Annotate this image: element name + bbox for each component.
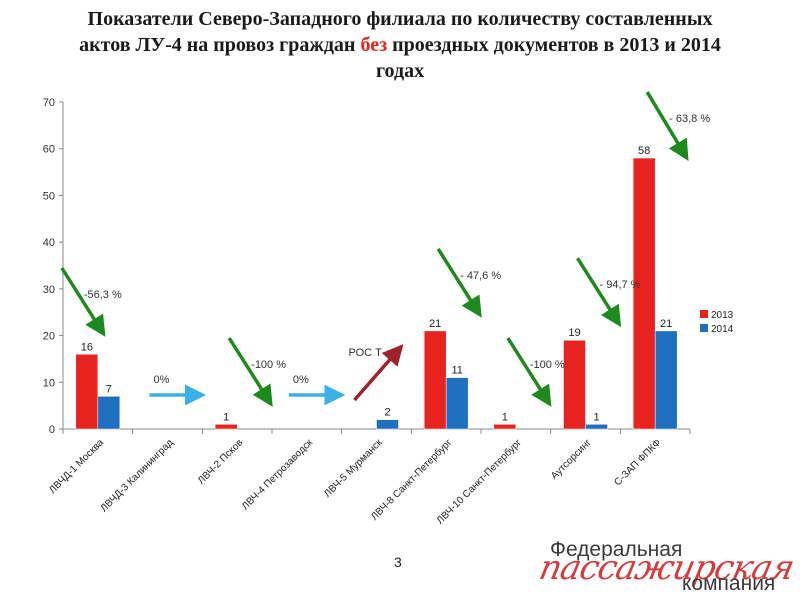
- y-tick-label: 30: [43, 284, 55, 296]
- x-tick-label: Аутсорсинг: [549, 437, 594, 482]
- annotation-label: -56,3 %: [84, 289, 122, 301]
- data-label-2014: 21: [660, 318, 672, 330]
- annotation-label: - 63,8 %: [669, 113, 710, 125]
- x-tick-label: ЛВЧД-3 Калининград: [99, 437, 176, 514]
- y-tick-label: 50: [43, 190, 55, 202]
- x-tick-label: ЛВЧ-4 Петрозаводск: [240, 437, 315, 512]
- x-tick-label: ЛВЧ-5 Мурманск: [322, 437, 385, 500]
- annotation-arrow: [436, 247, 482, 318]
- annotation-label: -100 %: [530, 359, 565, 371]
- data-label-2013: 1: [502, 411, 508, 423]
- legend-swatch-2014: [700, 324, 708, 332]
- data-label-2014: 2: [384, 407, 390, 419]
- legend-label-2013: 2013: [711, 310, 734, 321]
- annotation-label: 0%: [154, 374, 170, 386]
- bar-2013: [214, 424, 238, 430]
- bar-2014: [585, 424, 608, 430]
- logo-line1: Федеральная: [550, 538, 683, 561]
- data-label-2014: 7: [106, 383, 112, 395]
- legend-swatch-2013: [700, 310, 708, 318]
- legend-label-2014: 2014: [711, 324, 734, 335]
- x-tick-label: ЛВЧ-2 Псков: [196, 437, 245, 486]
- title-text-after: проездных документов в 2013 и 2014 годах: [375, 34, 721, 82]
- y-tick-label: 40: [43, 237, 55, 249]
- y-tick-label: 10: [43, 377, 55, 389]
- y-tick-label: 70: [43, 97, 55, 109]
- data-label-2013: 21: [429, 318, 441, 330]
- data-label-2014: 1: [593, 411, 599, 423]
- y-tick-label: 0: [49, 424, 55, 436]
- bar-2013: [563, 339, 586, 430]
- bar-2014: [97, 396, 121, 430]
- bar-2014: [654, 330, 678, 430]
- annotation-arrow: [506, 337, 552, 407]
- bar-2013: [423, 330, 447, 430]
- annotation-arrow: [645, 91, 689, 162]
- x-tick-label: ЛВЧ-8 Санкт-Петербург: [368, 436, 454, 522]
- page-number: 3: [394, 554, 402, 570]
- y-tick-label: 20: [43, 331, 55, 343]
- company-logo: пассажирская Федеральная компания: [536, 532, 800, 600]
- bar-2013: [493, 424, 517, 430]
- annotation-arrow: [60, 267, 106, 337]
- annotation-label: РОС Т: [349, 347, 383, 359]
- annotation-arrow: [576, 257, 622, 328]
- chart-title: Показатели Северо-Западного филиала по к…: [60, 6, 740, 84]
- title-highlight: без: [360, 34, 388, 56]
- x-tick-label: С-ЗАП ФПКФ: [612, 437, 663, 488]
- chart-legend: 2013 2014: [700, 310, 734, 335]
- annotation-label: -100 %: [251, 359, 286, 371]
- data-label-2013: 1: [223, 411, 229, 423]
- bar-2014: [376, 419, 399, 430]
- bar-2013: [75, 354, 99, 430]
- bar-2014: [445, 377, 469, 430]
- bar-2013: [632, 157, 656, 430]
- data-label-2013: 58: [638, 145, 650, 157]
- y-tick-label: 60: [43, 144, 55, 156]
- chart-annotations: -56,3 % 0% -100 % 0% РОС Т - 47,6 % -100 % - 94…: [60, 91, 710, 407]
- annotation-arrow: [227, 337, 273, 407]
- annotation-label: - 94,7 %: [600, 279, 641, 291]
- x-tick-label: ЛВЧД-1 Москва: [47, 437, 106, 496]
- logo-line2: компания: [682, 572, 776, 595]
- annotation-label: 0%: [293, 374, 309, 386]
- data-label-2014: 11: [451, 365, 462, 377]
- annotation-label: - 47,6 %: [460, 270, 501, 282]
- data-label-2013: 19: [568, 327, 580, 339]
- data-label-2013: 16: [81, 341, 93, 353]
- annotation-arrow: [353, 344, 404, 402]
- title-text-before: Показатели Северо-Западного филиала по к…: [79, 8, 713, 56]
